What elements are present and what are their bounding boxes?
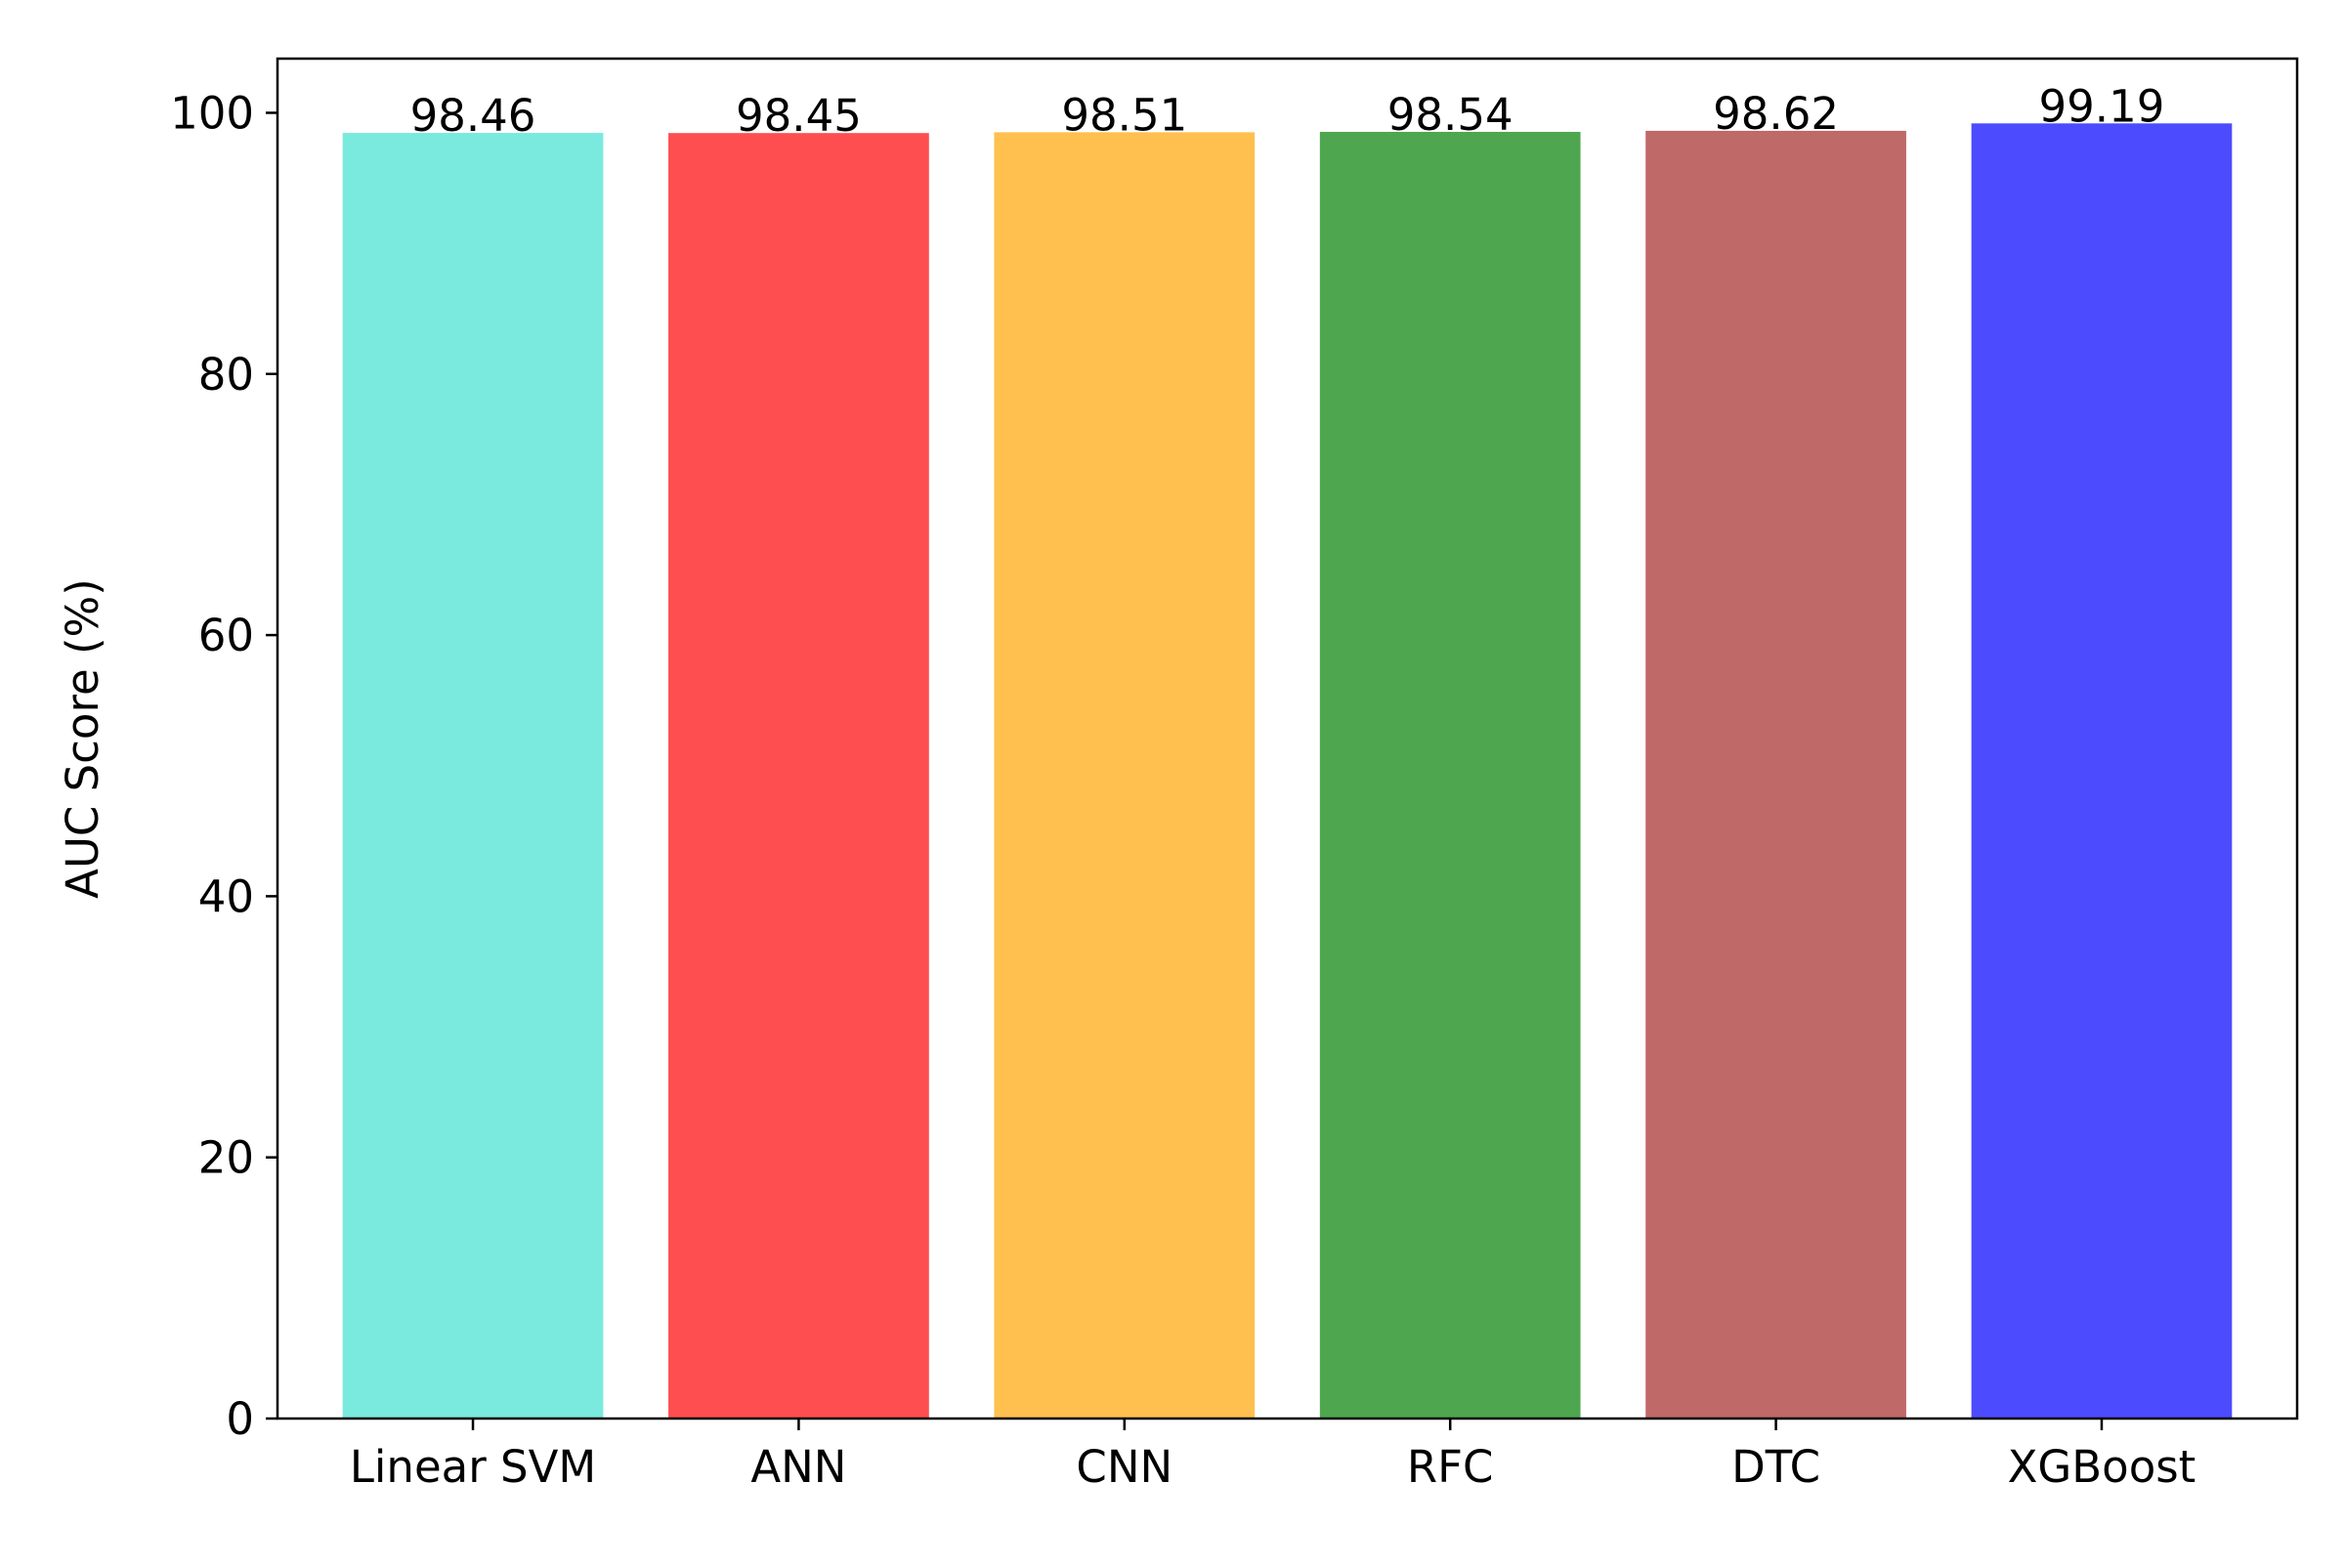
y-tick-label-60: 60	[198, 610, 254, 661]
y-axis-label: AUC Score (%)	[57, 578, 108, 899]
value-labels-layer: 98.46 98.45 98.51 98.54 98.62 99.19	[410, 80, 2165, 142]
bar-cnn	[994, 132, 1256, 1420]
y-tick-label-80: 80	[198, 349, 254, 401]
bar-rfc	[1319, 131, 1581, 1420]
x-tick-label-ann: ANN	[750, 1441, 846, 1493]
x-tick-label-linear-svm: Linear SVM	[350, 1441, 596, 1493]
x-tick-label-xgboost: XGBoost	[2008, 1441, 2196, 1493]
bar-xgboost	[1971, 123, 2233, 1419]
bar-dtc	[1645, 130, 1906, 1420]
value-label-ann: 98.45	[736, 90, 862, 142]
y-tick-label-20: 20	[198, 1132, 254, 1184]
value-label-xgboost: 99.19	[2039, 80, 2165, 132]
y-tick-label-40: 40	[198, 870, 254, 922]
plot-frame	[276, 57, 2299, 1420]
bars-layer	[342, 123, 2233, 1420]
y-tick-label-0: 0	[226, 1393, 254, 1445]
y-axis: 0 20 40 60 80 100	[170, 87, 277, 1445]
value-label-linear-svm: 98.46	[410, 90, 536, 142]
bar-ann	[668, 133, 929, 1420]
x-tick-label-cnn: CNN	[1076, 1441, 1172, 1493]
x-tick-label-dtc: DTC	[1731, 1441, 1820, 1493]
value-label-dtc: 98.62	[1713, 88, 1839, 140]
bar-linear-svm	[342, 133, 604, 1419]
x-tick-label-rfc: RFC	[1407, 1441, 1494, 1493]
value-label-cnn: 98.51	[1061, 89, 1187, 141]
x-axis: Linear SVM ANN CNN RFC DTC XGBoost	[350, 1419, 2196, 1493]
value-label-rfc: 98.54	[1387, 89, 1514, 141]
y-tick-label-100: 100	[170, 87, 254, 139]
